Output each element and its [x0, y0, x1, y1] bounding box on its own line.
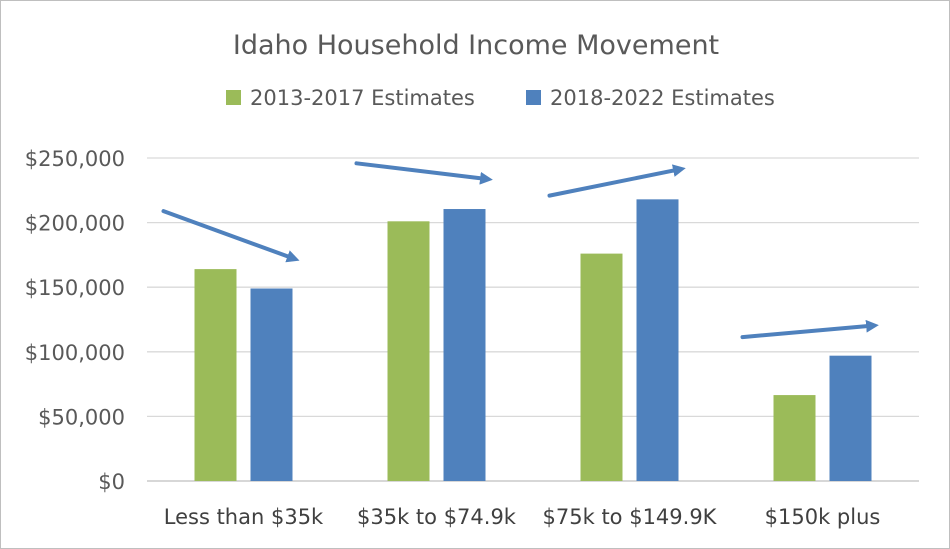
legend-swatch [226, 90, 241, 105]
bars [194, 199, 872, 482]
trend-arrow [547, 164, 686, 198]
bar [250, 288, 293, 481]
legend-entry: 2013-2017 Estimates [250, 86, 475, 110]
trend-arrow [161, 209, 300, 263]
y-tick-label: $100,000 [25, 341, 125, 365]
bar [580, 253, 623, 481]
trend-arrow [740, 319, 879, 340]
bar [194, 269, 237, 481]
trend-arrows [161, 161, 879, 340]
x-axis: Less than $35k $35k to $74.9k $75k to $149… [164, 505, 881, 529]
y-tick-label: $200,000 [25, 212, 125, 236]
trend-arrow [354, 161, 493, 185]
y-tick-label: $150,000 [25, 276, 125, 300]
x-tick-label: Less than $35k [164, 505, 324, 529]
bar [387, 221, 430, 482]
y-tick-label: $0 [98, 470, 125, 494]
x-tick-label: $150k plus [765, 505, 881, 529]
bar [443, 209, 486, 481]
bar [829, 355, 872, 481]
chart-title: Idaho Household Income Movement [233, 30, 719, 61]
y-tick-label: $250,000 [25, 147, 125, 171]
y-tick-label: $50,000 [38, 405, 125, 429]
legend: 2013-2017 Estimates 2018-2022 Estimates [226, 86, 775, 110]
legend-entry: 2018-2022 Estimates [550, 86, 775, 110]
x-tick-label: $35k to $74.9k [357, 505, 517, 529]
legend-swatch [526, 90, 541, 105]
x-tick-label: $75k to $149.9K [543, 505, 718, 529]
bar [636, 199, 679, 481]
bar [773, 395, 816, 481]
y-axis: $0 $50,000 $100,000 $150,000 $200,000 $250,00… [25, 147, 125, 494]
